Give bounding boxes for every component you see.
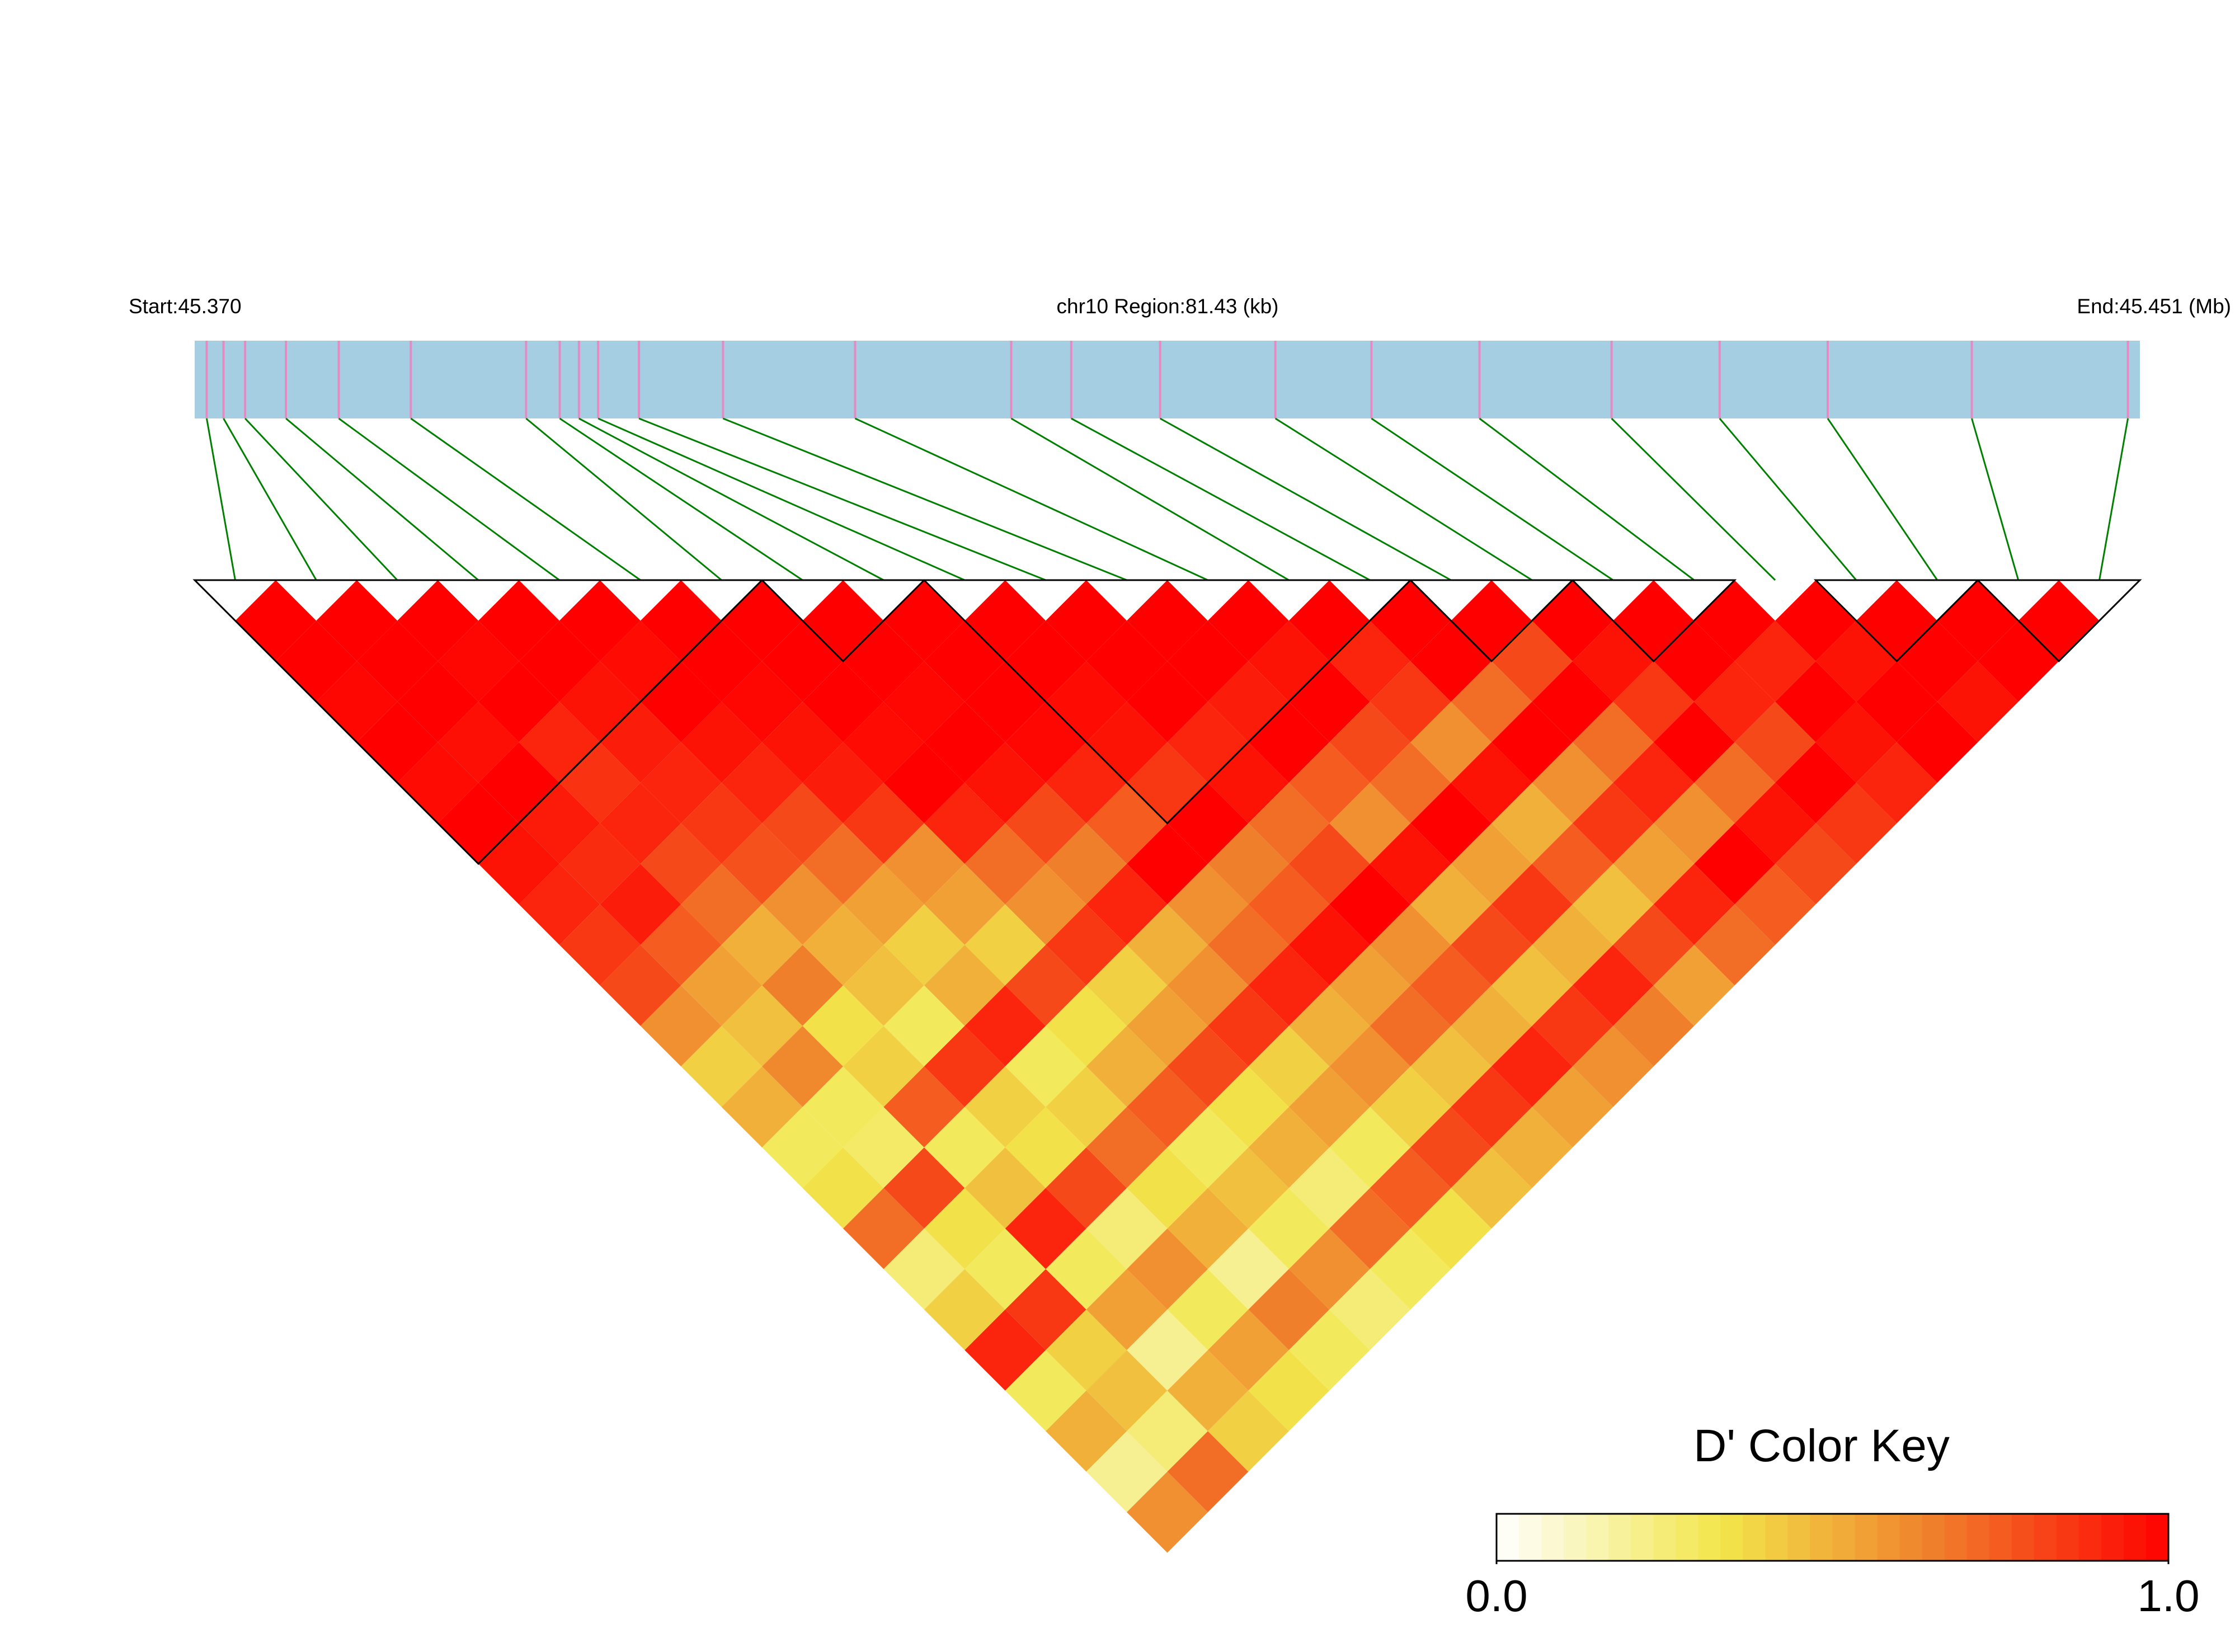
color-key-step	[1541, 1514, 1565, 1561]
color-key-step	[1899, 1514, 1923, 1561]
color-key-step	[1810, 1514, 1833, 1561]
snp-link	[854, 417, 1208, 581]
start-label: Start:45.370	[129, 295, 242, 318]
color-key-step	[1497, 1514, 1520, 1561]
color-key-step	[1676, 1514, 1699, 1561]
snp-link	[1719, 418, 1857, 581]
snp-link	[244, 417, 398, 581]
snp-link	[1611, 417, 1776, 581]
snp-link	[578, 417, 884, 581]
snp-link	[338, 417, 560, 581]
color-key-step	[2078, 1514, 2102, 1561]
color-key-step	[1944, 1514, 1968, 1561]
snp-link	[205, 418, 236, 581]
snp-link	[285, 417, 479, 581]
snp-link	[1371, 417, 1614, 581]
color-key-step	[2011, 1514, 2035, 1561]
color-key-step	[1586, 1514, 1610, 1561]
snp-link	[2098, 418, 2129, 581]
color-key-step	[1698, 1514, 1721, 1561]
color-key-step	[1653, 1514, 1677, 1561]
color-key-step	[1966, 1514, 1990, 1561]
color-key-step	[2056, 1514, 2079, 1561]
end-label: End:45.451 (Mb)	[2077, 295, 2231, 318]
snp-link	[1274, 417, 1533, 581]
snp-link	[722, 417, 1127, 581]
snp-link	[597, 417, 965, 581]
snp-link	[638, 417, 1046, 581]
color-key-frame	[1495, 1513, 2170, 1562]
color-key-step	[2123, 1514, 2147, 1561]
color-key-step	[2145, 1514, 2169, 1561]
ld-block-outline	[1408, 579, 1575, 662]
snp-link	[559, 417, 803, 581]
color-key-step	[1855, 1514, 1878, 1561]
color-key-step	[1787, 1514, 1811, 1561]
color-key-step	[1832, 1514, 1856, 1561]
ld-block-outline	[192, 579, 764, 865]
ld-block-outline	[922, 579, 1413, 825]
color-key-label: 1.0	[2137, 1571, 2199, 1621]
region-label: chr10 Region:81.43 (kb)	[1057, 295, 1279, 318]
color-key-step	[1519, 1514, 1542, 1561]
color-key-step	[1564, 1514, 1587, 1561]
snp-link	[1010, 417, 1290, 581]
gene-bar	[195, 341, 2140, 418]
color-key-step	[1922, 1514, 1945, 1561]
snp-link	[525, 417, 722, 581]
color-key-step	[1765, 1514, 1789, 1561]
color-key-label: 0.0	[1465, 1571, 1527, 1621]
color-key-step	[2034, 1514, 2057, 1561]
key-title: D' Color Key	[1693, 1420, 1950, 1471]
ld-block-outline	[760, 579, 926, 662]
color-key-step	[1608, 1514, 1632, 1561]
snp-link	[223, 418, 317, 581]
ld-block-outline	[1975, 579, 2142, 662]
color-key-step	[1877, 1514, 1900, 1561]
snp-link	[1827, 418, 1938, 581]
color-key-step	[1720, 1514, 1744, 1561]
snp-link	[1071, 417, 1371, 581]
color-key-step	[2101, 1514, 2124, 1561]
snp-link	[1971, 418, 2020, 581]
color-key-step	[1631, 1514, 1654, 1561]
ld-block-outline	[1813, 579, 1980, 662]
color-key-step	[1989, 1514, 2012, 1561]
snp-link	[1159, 417, 1452, 581]
ld-block-outline	[1570, 579, 1737, 662]
snp-link	[410, 417, 641, 581]
snp-link	[1479, 417, 1695, 581]
color-key-step	[1743, 1514, 1766, 1561]
